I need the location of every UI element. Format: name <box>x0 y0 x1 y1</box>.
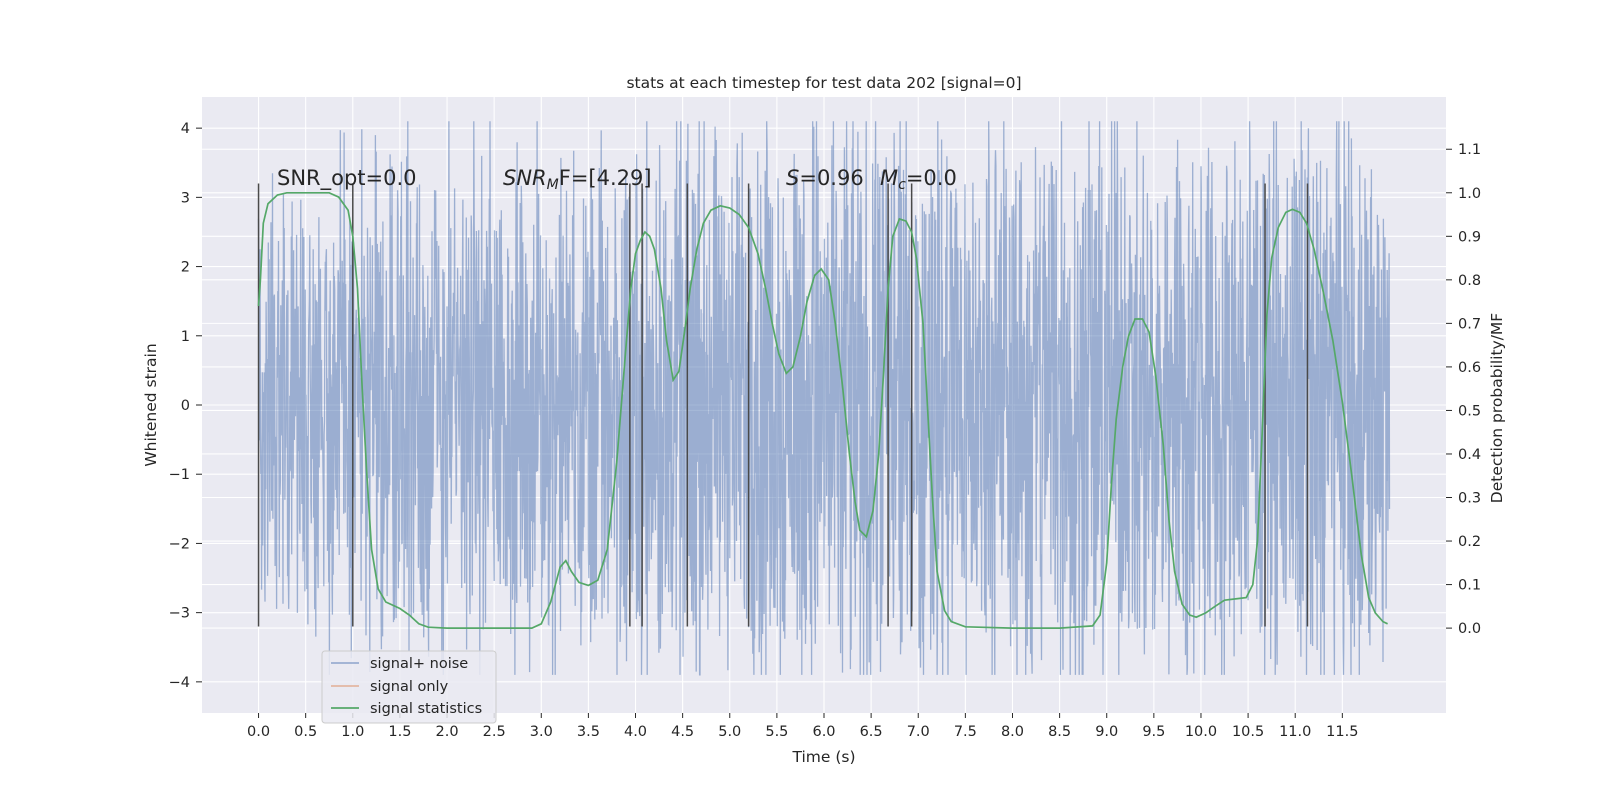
legend-label-signal-statistics: signal statistics <box>370 701 482 717</box>
x-tick-label-4: 2.0 <box>435 724 458 740</box>
x-tick-label-14: 7.0 <box>907 724 930 740</box>
y-axis-right-label: Detection probability/MF <box>1488 313 1506 504</box>
yr-tick-label-5: 0.6 <box>1458 360 1481 376</box>
x-tick-label-6: 3.0 <box>530 724 553 740</box>
legend-label-signal-noise: signal+ noise <box>370 656 468 672</box>
x-tick-label-16: 8.0 <box>1001 724 1024 740</box>
annotation-mc: Mc=0.0 <box>880 166 957 193</box>
annotation-snr-mf-base: SNR <box>503 166 547 190</box>
x-tick-label-23: 11.5 <box>1326 724 1358 740</box>
annotations: SNR_opt=0.0 SNRMF=[4.29] S=0.96 Mc=0.0 <box>277 166 957 193</box>
x-tick-label-8: 4.0 <box>624 724 647 740</box>
series-signal-noise <box>257 121 1391 676</box>
yl-tick-label-5: −1 <box>169 467 190 483</box>
legend-label-signal-only: signal only <box>370 679 449 695</box>
x-tick-label-1: 0.5 <box>294 724 317 740</box>
yr-tick-label-10: 0.1 <box>1458 578 1481 594</box>
annotation-s-rest: =0.96 <box>799 166 863 190</box>
x-tick-label-7: 3.5 <box>577 724 600 740</box>
annotation-mc-base: M <box>880 166 898 190</box>
x-tick-label-9: 4.5 <box>671 724 694 740</box>
yr-tick-label-6: 0.5 <box>1458 403 1481 419</box>
annotation-mc-sub: c <box>898 177 906 193</box>
x-axis-ticks: 0.0 0.5 1.0 1.5 2.0 2.5 3.0 3.5 4.0 4.5 5.0 5.5 6.0 6… <box>247 713 1358 740</box>
yl-tick-label-1: 3 <box>181 190 190 206</box>
x-tick-label-21: 10.5 <box>1232 724 1264 740</box>
x-tick-label-3: 1.5 <box>388 724 411 740</box>
yr-tick-label-7: 0.4 <box>1458 447 1481 463</box>
annotation-snr-opt-text: SNR_opt=0.0 <box>277 166 417 191</box>
x-tick-label-18: 9.0 <box>1095 724 1118 740</box>
yl-tick-label-2: 2 <box>181 260 190 276</box>
annotation-s-base: S <box>786 166 799 190</box>
yl-tick-label-7: −3 <box>169 606 190 622</box>
legend: signal+ noise signal only signal statist… <box>321 650 497 724</box>
x-tick-label-22: 11.0 <box>1279 724 1311 740</box>
x-tick-label-5: 2.5 <box>483 724 506 740</box>
yl-tick-label-0: 4 <box>181 121 190 137</box>
y-axis-left-ticks: 4 3 2 1 0 −1 −2 −3 −4 <box>169 121 202 691</box>
series-signal-statistics-line <box>257 191 1388 629</box>
x-tick-label-10: 5.0 <box>718 724 741 740</box>
annotation-s: S=0.96 <box>786 166 864 190</box>
y-axis-right-ticks: 1.1 1.0 0.9 0.8 0.7 0.6 0.5 0.4 0.3 0.2 0.1 0.0 <box>1446 142 1481 637</box>
annotation-snr-opt: SNR_opt=0.0 <box>277 166 417 191</box>
yl-tick-label-6: −2 <box>169 536 190 552</box>
annotation-mc-rest: =0.0 <box>906 166 957 190</box>
x-tick-label-20: 10.0 <box>1185 724 1217 740</box>
yr-tick-label-11: 0.0 <box>1458 621 1481 637</box>
legend-box <box>321 650 497 724</box>
x-tick-label-17: 8.5 <box>1048 724 1071 740</box>
x-tick-label-2: 1.0 <box>341 724 364 740</box>
x-tick-label-11: 5.5 <box>765 724 788 740</box>
annotation-snr-mf-rest: F=[4.29] <box>559 166 652 190</box>
yl-tick-label-8: −4 <box>169 675 190 691</box>
yr-tick-label-4: 0.7 <box>1458 316 1481 332</box>
x-axis-label: Time (s) <box>791 748 855 766</box>
yl-tick-label-4: 0 <box>181 398 190 414</box>
y-axis-left-label: Whitened strain <box>142 343 160 466</box>
x-tick-label-15: 7.5 <box>954 724 977 740</box>
yr-tick-label-1: 1.0 <box>1458 186 1481 202</box>
x-tick-label-12: 6.0 <box>812 724 835 740</box>
annotation-snr-mf: SNRMF=[4.29] <box>503 166 652 193</box>
x-tick-label-13: 6.5 <box>860 724 883 740</box>
yr-tick-label-2: 0.9 <box>1458 229 1481 245</box>
x-tick-label-0: 0.0 <box>247 724 270 740</box>
vertical-markers <box>257 183 1309 627</box>
yr-tick-label-8: 0.3 <box>1458 491 1481 507</box>
yr-tick-label-3: 0.8 <box>1458 273 1481 289</box>
yl-tick-label-3: 1 <box>181 329 190 345</box>
annotation-snr-mf-sub: M <box>547 177 559 193</box>
signal-noise-line <box>257 121 1391 676</box>
yr-tick-label-0: 1.1 <box>1458 142 1481 158</box>
chart-title: stats at each timestep for test data 202… <box>626 74 1021 92</box>
yr-tick-label-9: 0.2 <box>1458 534 1481 550</box>
x-tick-label-19: 9.5 <box>1142 724 1165 740</box>
